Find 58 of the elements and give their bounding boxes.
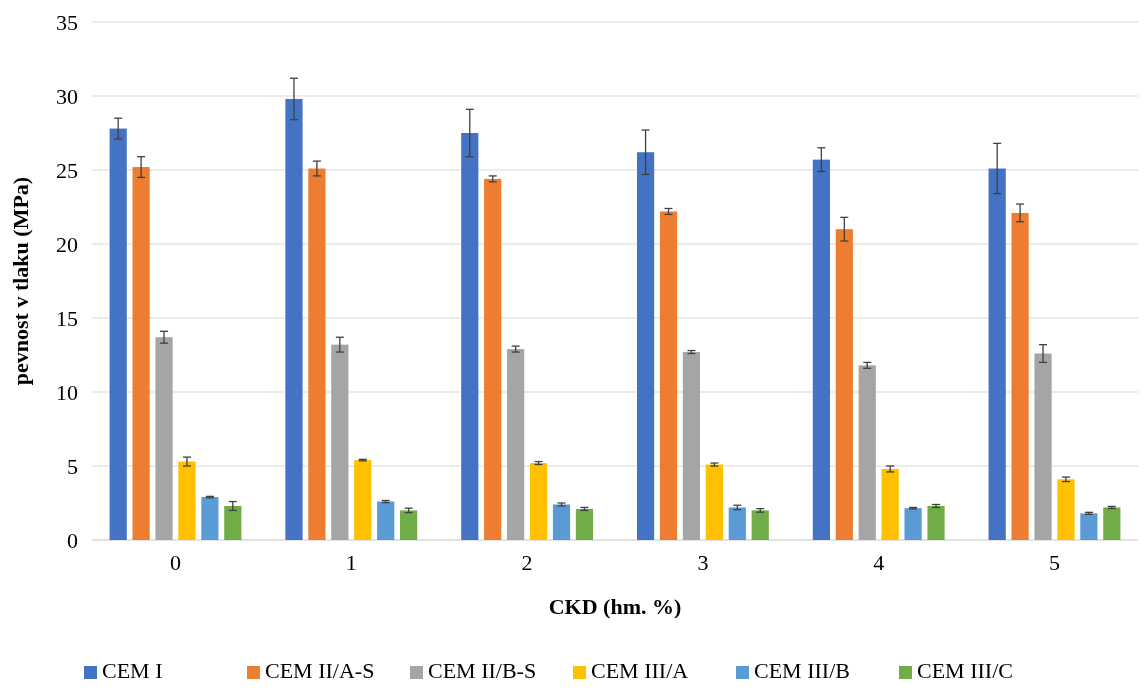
x-tick-label: 4 — [873, 550, 885, 575]
bar — [575, 508, 594, 540]
legend-label: CEM I — [102, 658, 163, 683]
bar — [529, 463, 548, 540]
bar — [927, 505, 945, 540]
bar — [132, 167, 150, 540]
y-tick-label: 15 — [56, 305, 78, 331]
bar — [354, 460, 372, 540]
legend-label: CEM III/B — [754, 658, 850, 683]
bar — [904, 508, 922, 540]
bar — [552, 504, 571, 540]
bar — [201, 497, 219, 540]
bar — [1080, 513, 1098, 540]
bar — [461, 133, 479, 540]
bar — [636, 152, 655, 540]
y-tick-label: 35 — [56, 9, 78, 35]
bar — [308, 168, 326, 540]
bar — [1034, 353, 1052, 540]
bar — [858, 365, 876, 540]
bar — [507, 349, 525, 540]
bar — [1011, 212, 1029, 540]
y-axis-title: pevnost v tlaku (MPa) — [8, 176, 33, 386]
y-tick-label: 30 — [56, 83, 78, 109]
bar — [285, 98, 303, 540]
legend-label: CEM III/A — [591, 658, 689, 683]
bar — [155, 337, 173, 540]
bar — [812, 159, 830, 540]
bar — [988, 168, 1006, 540]
y-tick-label: 20 — [56, 231, 78, 257]
bar — [178, 461, 196, 540]
legend-label: CEM III/C — [917, 658, 1013, 683]
bar — [377, 501, 395, 540]
bar — [881, 468, 899, 540]
bar — [751, 510, 769, 540]
y-tick-label: 25 — [56, 157, 78, 183]
bar — [1057, 479, 1075, 540]
x-tick-label: 2 — [521, 550, 533, 575]
bar — [728, 507, 746, 540]
bar — [224, 505, 242, 540]
y-tick-label: 10 — [56, 379, 78, 405]
x-tick-label: 1 — [345, 550, 357, 575]
x-axis-title: CKD (hm. %) — [548, 594, 682, 619]
bar — [484, 178, 502, 540]
bar — [109, 128, 127, 540]
y-tick-label: 5 — [67, 453, 78, 479]
y-tick-label: 0 — [67, 527, 78, 553]
bar — [400, 510, 418, 540]
legend-label: CEM II/B-S — [428, 658, 537, 683]
bar — [1103, 507, 1121, 540]
legend-label: CEM II/A-S — [265, 658, 375, 683]
bar — [705, 464, 723, 540]
x-tick-label: 0 — [170, 550, 181, 575]
bar — [682, 352, 701, 540]
bar — [835, 229, 853, 540]
x-tick-label: 5 — [1049, 550, 1060, 575]
bar — [659, 211, 678, 540]
x-tick-label: 3 — [697, 550, 709, 575]
bar — [331, 344, 349, 540]
